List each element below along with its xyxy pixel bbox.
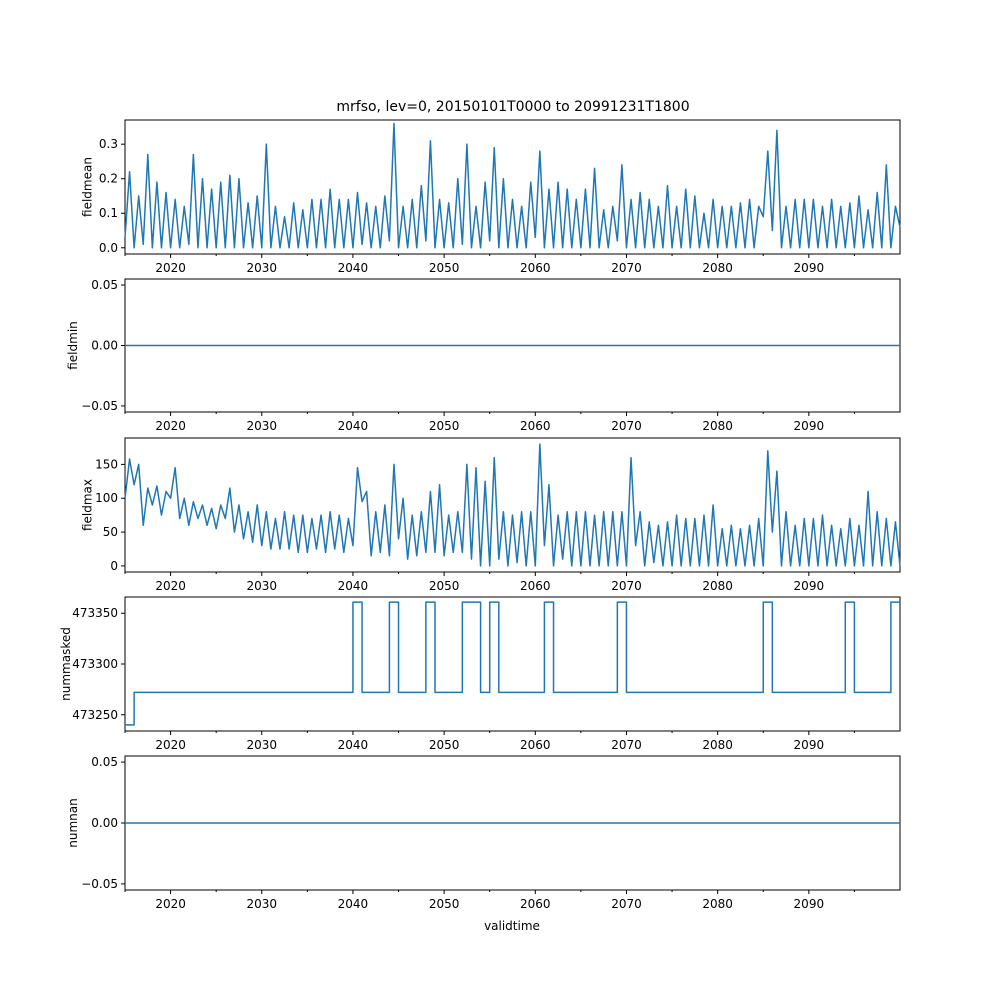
panel-numnan: 2020 2030 2040 2050 2060 2070 2080 2090 −0.05 0.0… bbox=[66, 755, 901, 911]
x-tick-label: 2090 bbox=[794, 579, 825, 593]
x-tick-label: 2030 bbox=[246, 419, 277, 433]
x-tick-label: 2080 bbox=[702, 738, 733, 752]
x-tick-label: 2090 bbox=[794, 897, 825, 911]
y-tick-label: 100 bbox=[95, 491, 118, 505]
x-tick-label: 2050 bbox=[429, 738, 460, 752]
panel-frame bbox=[124, 596, 901, 732]
x-tick-label: 2070 bbox=[611, 897, 642, 911]
panel-fieldmin: 2020 2030 2040 2050 2060 2070 2080 2090 −0.05 0.0… bbox=[66, 278, 901, 433]
y-tick-label: −0.05 bbox=[81, 877, 118, 891]
x-tick-label: 2040 bbox=[338, 738, 369, 752]
panel-fieldmax: 2020 2030 2040 2050 2060 2070 2080 2090 0 50 100 15… bbox=[80, 437, 901, 593]
x-tick-label: 2050 bbox=[429, 897, 460, 911]
x-tick-label: 2090 bbox=[794, 738, 825, 752]
x-tick-label: 2050 bbox=[429, 261, 460, 275]
series-line-fieldmean bbox=[124, 122, 901, 249]
x-tick-label: 2030 bbox=[246, 897, 277, 911]
x-tick-label: 2070 bbox=[611, 579, 642, 593]
y-tick-label: −0.05 bbox=[81, 399, 118, 413]
series-line-nummasked bbox=[125, 601, 900, 726]
x-tick-label: 2030 bbox=[246, 738, 277, 752]
y-tick-label: 473250 bbox=[72, 708, 118, 722]
panel-frame bbox=[124, 119, 901, 255]
x-tick-label: 2020 bbox=[155, 738, 186, 752]
y-axis-label: fieldmin bbox=[66, 321, 80, 370]
y-axis-label: fieldmax bbox=[80, 479, 94, 531]
x-tick-label: 2090 bbox=[794, 261, 825, 275]
x-tick-label: 2020 bbox=[155, 419, 186, 433]
x-tick-label: 2060 bbox=[520, 897, 551, 911]
y-tick-label: 50 bbox=[103, 525, 118, 539]
x-tick-label: 2060 bbox=[520, 261, 551, 275]
x-axis-label: validtime bbox=[484, 919, 540, 933]
x-tick-label: 2040 bbox=[338, 579, 369, 593]
y-tick-label: 0.05 bbox=[91, 278, 118, 292]
y-tick-label: 473350 bbox=[72, 606, 118, 620]
x-tick-label: 2020 bbox=[155, 897, 186, 911]
series-line-fieldmax bbox=[124, 443, 901, 567]
y-axis-label: nummasked bbox=[59, 627, 73, 701]
x-tick-label: 2070 bbox=[611, 261, 642, 275]
x-tick-label: 2060 bbox=[520, 738, 551, 752]
x-tick-label: 2040 bbox=[338, 897, 369, 911]
x-tick-label: 2040 bbox=[338, 419, 369, 433]
x-tick-label: 2030 bbox=[246, 579, 277, 593]
x-tick-label: 2080 bbox=[702, 579, 733, 593]
panel-nummasked: 2020 2030 2040 2050 2060 2070 2080 2090 473250 47… bbox=[59, 596, 901, 752]
x-tick-label: 2020 bbox=[155, 579, 186, 593]
y-axis-label: numnan bbox=[66, 798, 80, 847]
x-tick-label: 2090 bbox=[794, 419, 825, 433]
y-tick-label: 150 bbox=[95, 457, 118, 471]
x-tick-label: 2060 bbox=[520, 419, 551, 433]
x-tick-label: 2080 bbox=[702, 897, 733, 911]
y-tick-label: 473300 bbox=[72, 657, 118, 671]
y-tick-label: 0.00 bbox=[91, 339, 118, 353]
x-tick-label: 2070 bbox=[611, 738, 642, 752]
x-tick-label: 2070 bbox=[611, 419, 642, 433]
x-tick-label: 2080 bbox=[702, 419, 733, 433]
y-tick-label: 0.00 bbox=[91, 816, 118, 830]
panel-frame bbox=[124, 437, 901, 573]
x-tick-label: 2040 bbox=[338, 261, 369, 275]
x-tick-label: 2030 bbox=[246, 261, 277, 275]
panel-fieldmean: 2020 2030 2040 2050 2060 2070 2080 2090 0.0 0.1 0.… bbox=[80, 119, 901, 275]
y-tick-label: 0.1 bbox=[99, 206, 118, 220]
y-tick-label: 0.2 bbox=[99, 172, 118, 186]
x-tick-label: 2060 bbox=[520, 579, 551, 593]
y-tick-label: 0.05 bbox=[91, 755, 118, 769]
x-tick-label: 2050 bbox=[429, 579, 460, 593]
y-tick-label: 0.0 bbox=[99, 241, 118, 255]
x-tick-label: 2020 bbox=[155, 261, 186, 275]
x-tick-label: 2050 bbox=[429, 419, 460, 433]
chart-title: mrfso, lev=0, 20150101T0000 to 20991231T… bbox=[336, 99, 689, 115]
x-tick-label: 2080 bbox=[702, 261, 733, 275]
y-tick-label: 0 bbox=[110, 559, 118, 573]
y-axis-label: fieldmean bbox=[80, 157, 94, 217]
y-tick-label: 0.3 bbox=[99, 137, 118, 151]
